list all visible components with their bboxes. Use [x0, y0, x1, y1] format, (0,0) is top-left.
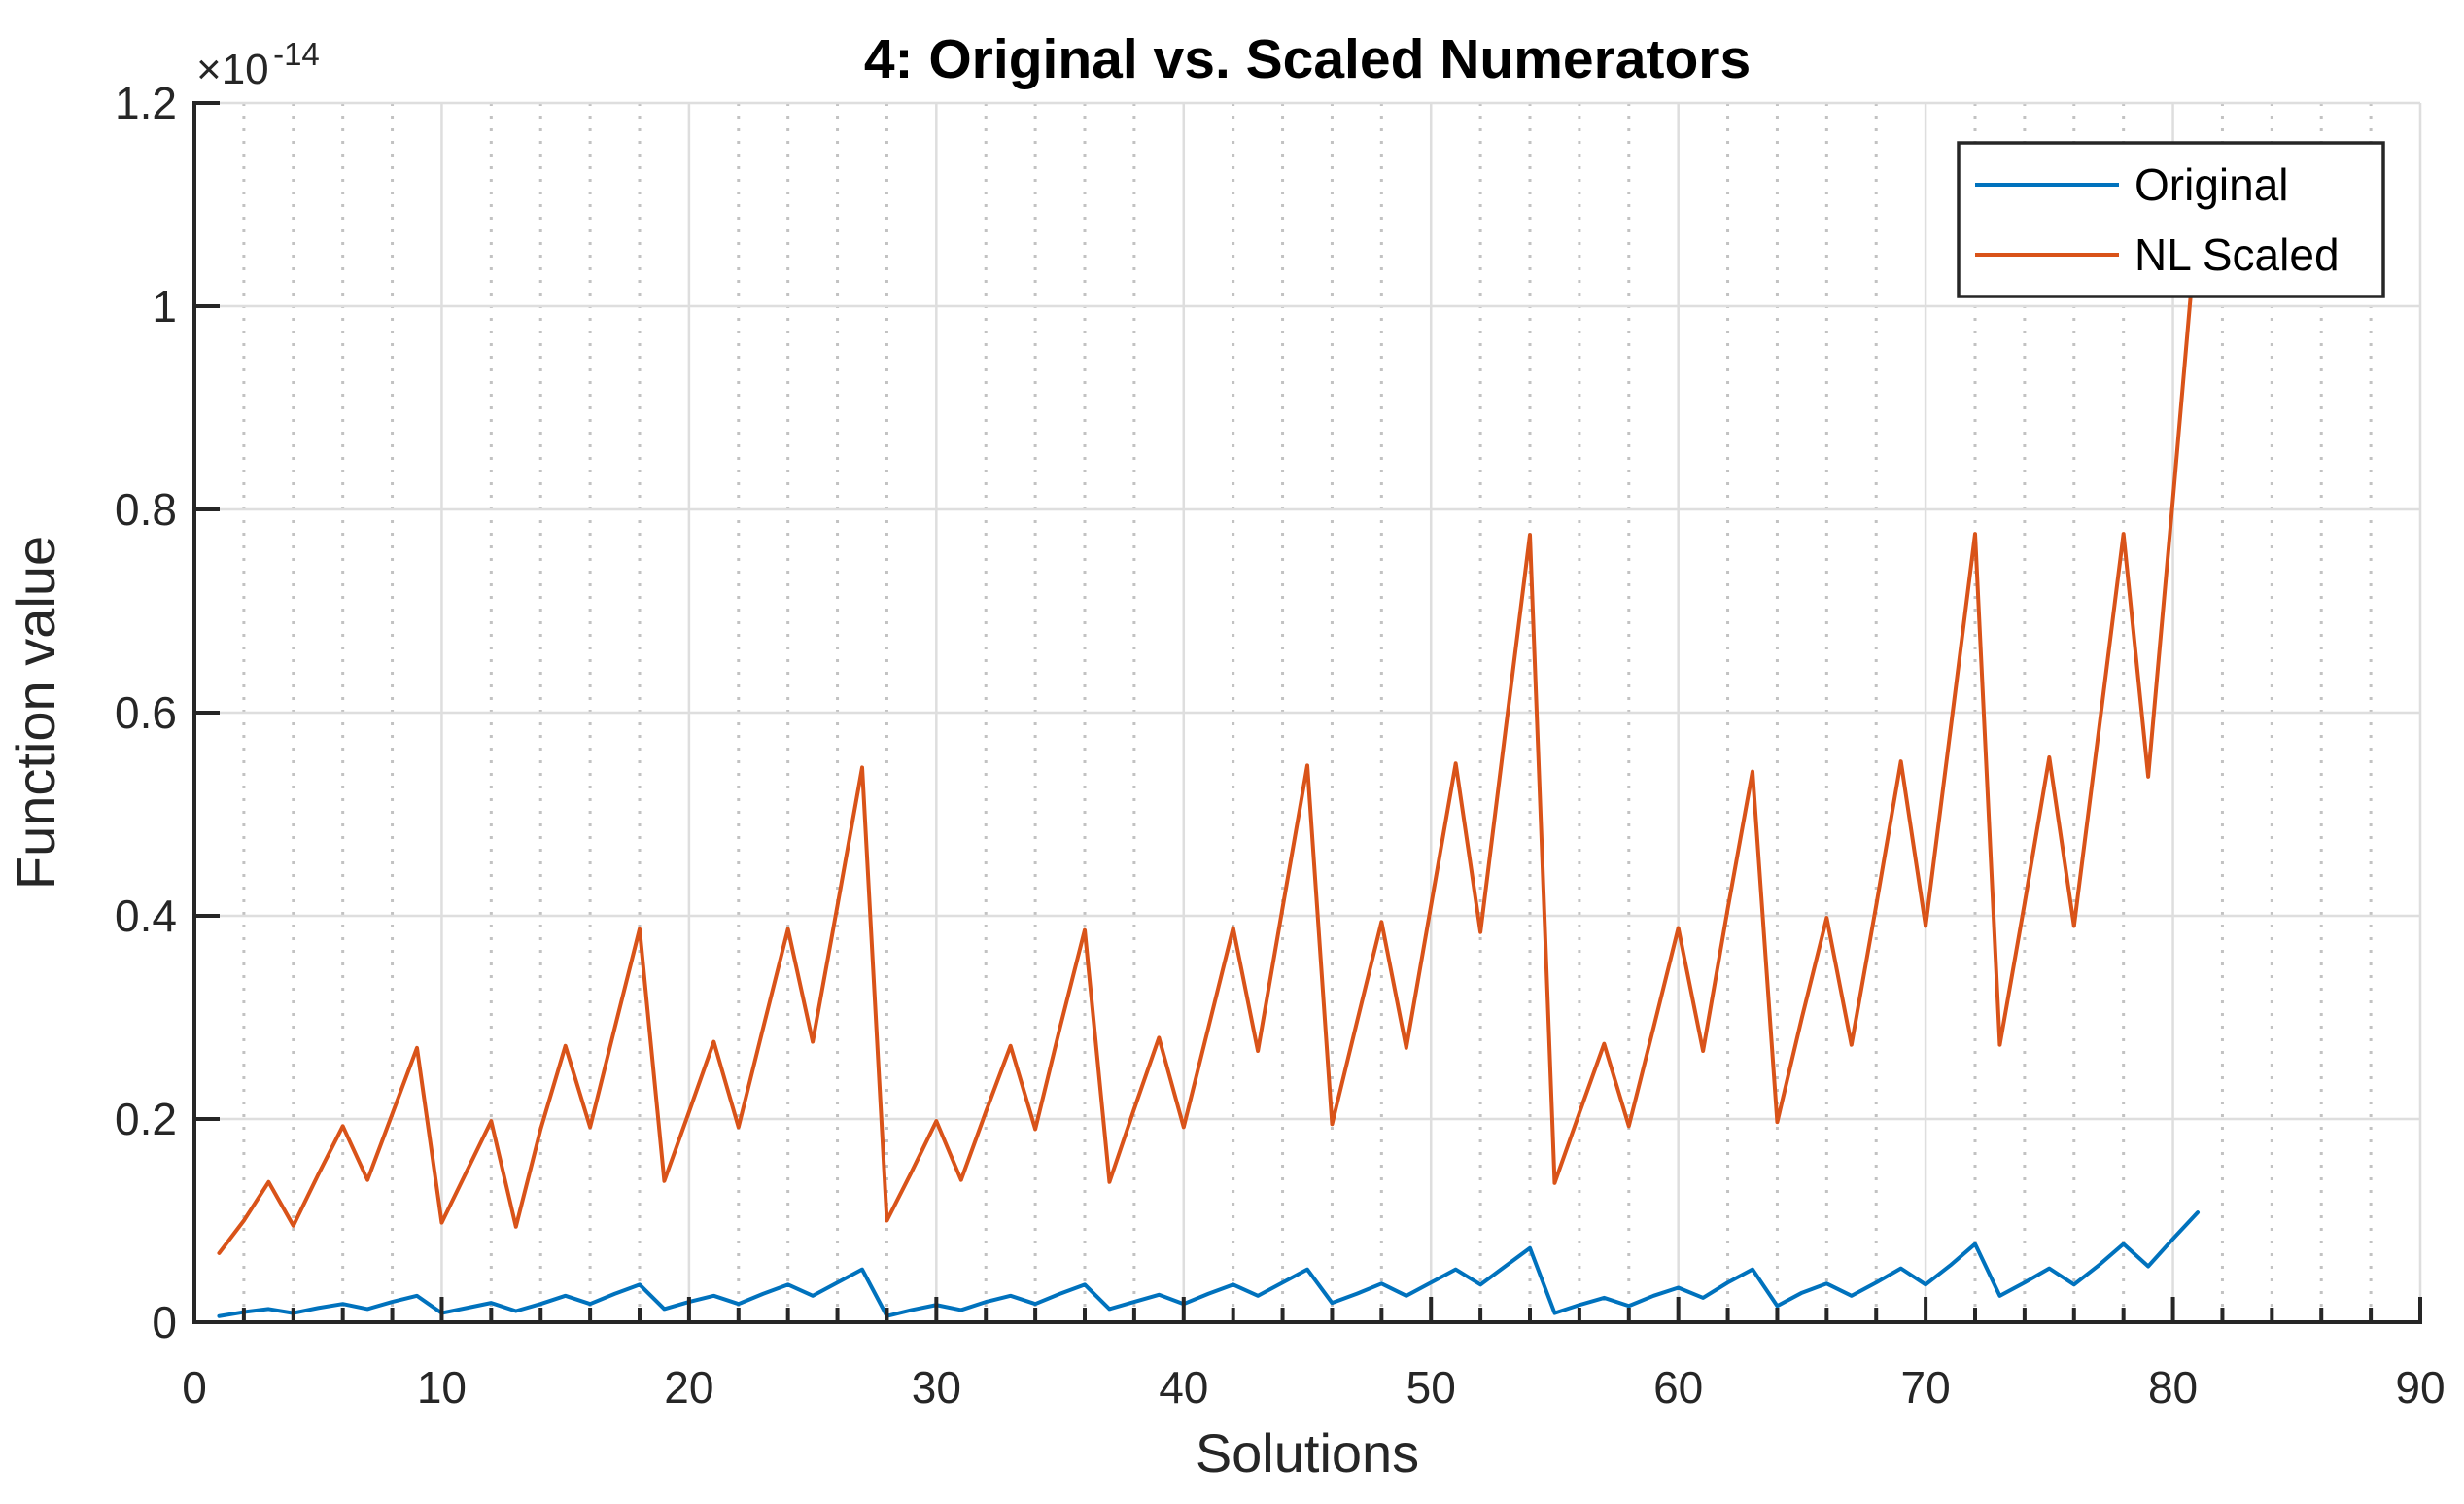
x-tick-label: 80	[2148, 1362, 2198, 1413]
y-tick-label: 0.6	[115, 687, 177, 738]
y-tick-label: 0.8	[115, 484, 177, 535]
nl-scaled-series-line	[217, 212, 2200, 1255]
x-tick-label: 90	[2395, 1362, 2445, 1413]
y-tick-label: 0.2	[115, 1094, 177, 1144]
x-tick-label: 50	[1406, 1362, 1456, 1413]
x-tick-labels: 0 10 20 30 40 50 60 70 80 90	[182, 1362, 2445, 1413]
exponent-base: ×10	[196, 46, 269, 93]
x-axis-label: Solutions	[1196, 1422, 1419, 1484]
axes	[192, 101, 2422, 1324]
y-tick-label: 0	[152, 1297, 177, 1347]
chart-title: 4: Original vs. Scaled Numerators	[864, 28, 1751, 90]
x-tick-label: 70	[1901, 1362, 1951, 1413]
series-lines	[217, 212, 2200, 1318]
y-axis-label: Function value	[5, 536, 66, 890]
legend-label-nl-scaled: NL Scaled	[2134, 229, 2340, 280]
legend-box	[1957, 141, 2385, 298]
legend-items: Original NL Scaled	[1975, 159, 2340, 280]
major-gridlines	[194, 101, 2422, 1322]
tick-marks	[192, 101, 2422, 1324]
y-axis-exponent: ×10 -14	[196, 36, 320, 93]
x-tick-label: 30	[912, 1362, 961, 1413]
legend: Original NL Scaled	[1957, 141, 2385, 298]
y-tick-label: 0.4	[115, 891, 177, 941]
x-tick-label: 40	[1159, 1362, 1208, 1413]
y-tick-label: 1	[152, 281, 177, 332]
labels: 4: Original vs. Scaled Numerators Soluti…	[5, 28, 2446, 1484]
x-tick-label: 20	[664, 1362, 713, 1413]
y-tick-labels: 0 0.2 0.4 0.6 0.8 1 1.2	[115, 78, 177, 1347]
x-tick-label: 0	[182, 1362, 207, 1413]
x-tick-label: 10	[417, 1362, 467, 1413]
y-tick-label: 1.2	[115, 78, 177, 128]
original-series-line	[217, 1210, 2200, 1318]
x-tick-label: 60	[1653, 1362, 1703, 1413]
legend-label-original: Original	[2134, 159, 2289, 210]
exponent-power: -14	[273, 36, 320, 72]
